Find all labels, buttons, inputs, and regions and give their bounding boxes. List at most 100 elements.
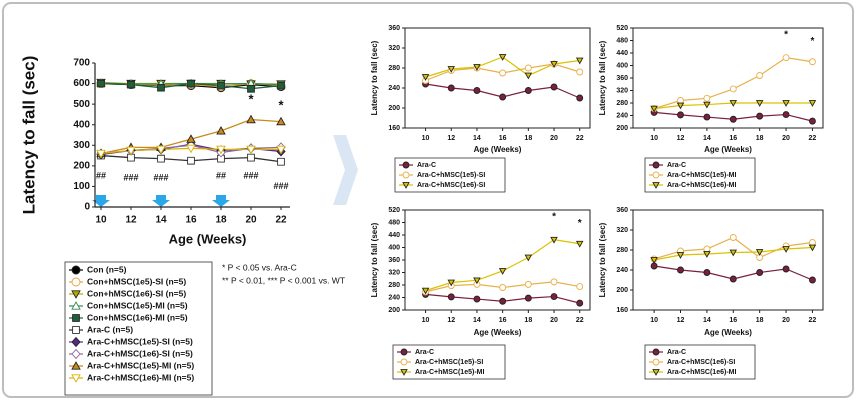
marker xyxy=(402,161,410,169)
marker xyxy=(550,83,558,91)
legend-label: Ara-C+hMSC(1e6)-SI xyxy=(417,182,485,189)
x-tick-label: 20 xyxy=(550,135,558,142)
x-tick-label: 10 xyxy=(422,135,430,142)
x-tick-label: 14 xyxy=(473,317,481,324)
y-axis-title: Latency to fall (sec) xyxy=(370,222,379,297)
y-tick-label: 320 xyxy=(616,227,628,234)
x-tick-label: 12 xyxy=(447,135,455,142)
marker xyxy=(72,314,80,322)
y-axis-title: Latency to fall (sec) xyxy=(598,40,607,115)
marker xyxy=(729,275,737,283)
marker xyxy=(650,257,658,264)
arrow xyxy=(333,135,358,205)
marker xyxy=(524,294,532,302)
y-tick-label: 320 xyxy=(388,269,400,276)
annotation: ### xyxy=(153,173,168,183)
legend-label: Ara-C xyxy=(417,162,436,169)
annotation: ## xyxy=(96,171,106,181)
marker xyxy=(550,278,558,286)
x-tick-label: 12 xyxy=(677,135,685,142)
annotation: * xyxy=(278,98,284,113)
x-tick-label: 10 xyxy=(422,317,430,324)
marker xyxy=(71,374,81,383)
marker xyxy=(157,154,165,163)
marker xyxy=(246,114,256,124)
marker xyxy=(756,269,764,276)
marker xyxy=(216,125,226,135)
marker xyxy=(782,111,790,119)
y-tick-label: 480 xyxy=(388,219,400,226)
marker xyxy=(524,280,532,288)
y-tick-label: 360 xyxy=(388,257,400,264)
marker xyxy=(729,249,738,257)
y-tick-label: 200 xyxy=(616,287,628,294)
x-axis-title: Age (Weeks) xyxy=(474,328,522,337)
marker xyxy=(247,84,255,93)
marker xyxy=(498,268,507,275)
footnote: ** P < 0.01, *** P < 0.001 vs. WT xyxy=(222,275,345,285)
y-tick-label: 520 xyxy=(388,207,400,214)
marker xyxy=(576,299,584,307)
marker xyxy=(421,74,430,81)
y-tick-label: 320 xyxy=(388,45,400,52)
marker xyxy=(652,182,660,189)
marker xyxy=(400,348,408,356)
marker xyxy=(550,61,558,68)
marker xyxy=(447,84,455,92)
marker xyxy=(71,277,81,287)
marker xyxy=(473,64,481,71)
y-tick-label: 0 xyxy=(84,202,90,213)
x-tick-label: 18 xyxy=(215,215,227,226)
legend-label: Ara-C xyxy=(667,349,686,356)
marker xyxy=(186,144,196,154)
marker xyxy=(217,81,225,90)
legend-label: Ara-C+hMSC(1e5)-MI xyxy=(415,369,484,376)
marker xyxy=(703,113,711,121)
legend-label: Ara-C+hMSC(1e6)-SI xyxy=(667,359,735,366)
marker xyxy=(677,111,684,119)
x-axis-title: Age (Weeks) xyxy=(474,145,522,154)
marker xyxy=(277,157,285,166)
marker xyxy=(400,369,408,376)
y-tick-label: 280 xyxy=(616,247,628,254)
legend-box xyxy=(64,261,213,396)
treatment-arrow xyxy=(212,195,230,207)
footnote: * P < 0.05 vs. Ara-C xyxy=(222,262,297,272)
y-tick-label: 200 xyxy=(73,160,90,171)
annotation: * xyxy=(578,218,582,229)
marker xyxy=(729,85,737,93)
marker xyxy=(402,182,410,189)
annotation: * xyxy=(248,91,254,106)
x-tick-label: 14 xyxy=(155,215,167,226)
y-tick-label: 500 xyxy=(73,99,90,110)
x-tick-label: 18 xyxy=(756,135,764,142)
marker xyxy=(756,72,764,79)
marker xyxy=(782,246,790,253)
marker xyxy=(71,348,81,360)
marker xyxy=(246,145,256,155)
marker xyxy=(755,249,764,256)
marker xyxy=(447,66,456,73)
x-tick-label: 22 xyxy=(576,317,584,324)
marker xyxy=(576,283,584,291)
treatment-arrow xyxy=(92,195,110,207)
y-axis-title: Latency to fall (sec) xyxy=(370,40,379,115)
marker xyxy=(277,81,285,90)
x-tick-label: 20 xyxy=(245,215,257,226)
x-tick-label: 14 xyxy=(703,317,711,324)
marker xyxy=(400,358,408,366)
marker xyxy=(576,94,584,102)
marker xyxy=(650,105,658,113)
marker xyxy=(703,245,711,253)
marker xyxy=(782,265,790,273)
legend-label: Con+hMSC(1e5)-SI (n=5) xyxy=(87,276,186,286)
marker xyxy=(276,116,286,126)
annotation: * xyxy=(810,36,814,47)
x-tick-label: 16 xyxy=(499,135,507,142)
y-tick-label: 400 xyxy=(73,119,90,130)
plot-frame xyxy=(632,209,824,311)
x-tick-label: 12 xyxy=(125,215,137,226)
marker xyxy=(499,69,507,77)
y-tick-label: 240 xyxy=(616,112,628,119)
